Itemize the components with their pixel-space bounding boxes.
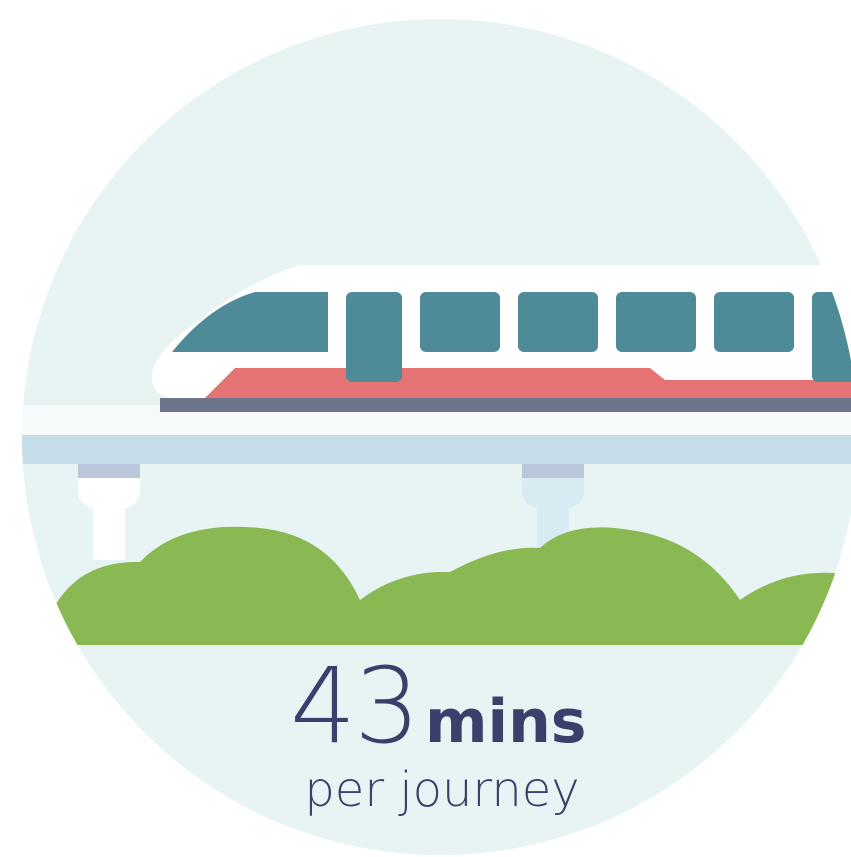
train-stripe-accent [650, 368, 851, 380]
bushes [40, 526, 851, 645]
train-window [616, 292, 696, 352]
train-window [518, 292, 598, 352]
train-windshield [172, 292, 328, 352]
train-window [714, 292, 794, 352]
train-door [346, 292, 402, 382]
pillar-cap [522, 460, 584, 478]
stat-unit: mins [425, 687, 587, 757]
train-window [420, 292, 500, 352]
pillar [78, 478, 140, 560]
stat-value: 43 [290, 645, 418, 767]
stat-caption: per journey [304, 762, 579, 818]
pillar-cap [78, 460, 140, 478]
track-band [22, 435, 851, 464]
rail [160, 398, 851, 412]
train-door [812, 292, 851, 382]
